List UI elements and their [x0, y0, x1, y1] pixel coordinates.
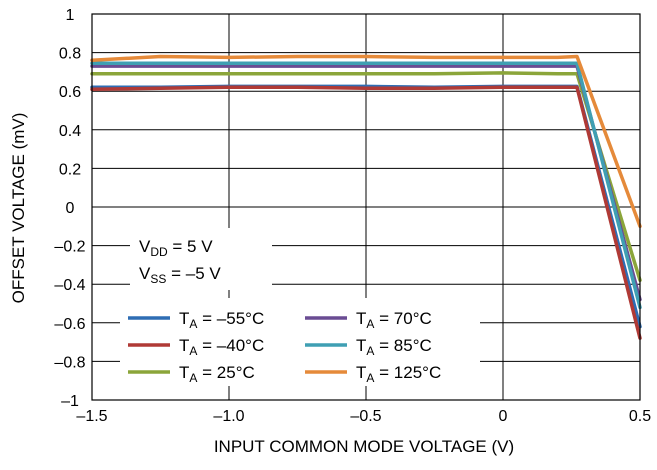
legend-label: TA = 25°C — [179, 363, 255, 385]
y-tick-label: –0.4 — [54, 277, 85, 294]
y-tick-labels: 1 0.8 0.6 0.4 0.2 0 –0.2 –0.4 –0.6 –0.8 –1 — [54, 7, 85, 410]
legend-label: TA = –55°C — [179, 309, 264, 331]
y-tick-label: 0.8 — [59, 46, 81, 63]
x-tick-label: –0.5 — [350, 408, 381, 425]
series-line — [90, 61, 642, 310]
legend: TA = –55°C TA = –40°C TA = 25°C TA = 70°C TA… — [128, 309, 441, 385]
series-line — [90, 64, 642, 302]
series-line — [90, 85, 642, 340]
y-axis-title: OFFSET VOLTAGE (mV) — [9, 113, 28, 304]
series-line — [90, 54, 642, 229]
x-tick-label: 0.5 — [629, 408, 651, 425]
y-tick-label: –1 — [61, 393, 79, 410]
legend-box — [120, 298, 480, 386]
series-lines — [90, 54, 642, 340]
x-tick-label: 0 — [499, 408, 508, 425]
legend-label: TA = 85°C — [356, 336, 432, 358]
y-tick-label: 0 — [66, 200, 75, 217]
y-tick-label: –0.8 — [54, 354, 85, 371]
series-line — [90, 71, 642, 283]
x-tick-label: –1.5 — [76, 408, 107, 425]
y-tick-label: –0.2 — [54, 239, 85, 256]
y-tick-label: 0.6 — [59, 84, 81, 101]
condition-label: VDD = 5 V — [139, 237, 213, 259]
conditions-annotation: VDD = 5 V VSS = –5 V — [139, 237, 221, 286]
y-tick-label: 1 — [66, 7, 75, 24]
conditions-box — [130, 228, 272, 290]
legend-label: TA = –40°C — [179, 336, 264, 358]
y-tick-label: 0.2 — [59, 161, 81, 178]
x-tick-labels: –1.5 –1.0 –0.5 0 0.5 — [76, 408, 651, 425]
y-tick-label: –0.6 — [54, 316, 85, 333]
condition-label: VSS = –5 V — [139, 264, 221, 286]
plot-frame — [91, 13, 641, 401]
legend-label: TA = 125°C — [356, 363, 441, 385]
legend-label: TA = 70°C — [356, 309, 432, 331]
y-tick-label: 0.4 — [59, 123, 81, 140]
x-tick-label: –1.0 — [213, 408, 244, 425]
x-axis-title: INPUT COMMON MODE VOLTAGE (V) — [214, 437, 514, 456]
